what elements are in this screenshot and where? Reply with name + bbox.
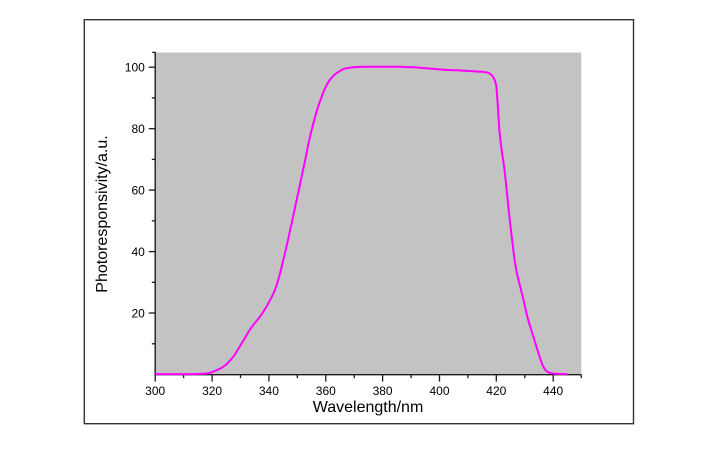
svg-text:100: 100 — [125, 61, 145, 75]
svg-text:80: 80 — [131, 122, 145, 136]
svg-text:320: 320 — [202, 384, 222, 398]
svg-text:40: 40 — [131, 245, 145, 259]
svg-text:20: 20 — [131, 306, 145, 320]
svg-text:380: 380 — [373, 384, 393, 398]
svg-text:300: 300 — [145, 384, 165, 398]
svg-text:Photoresponsivity/a.u.: Photoresponsivity/a.u. — [94, 135, 111, 292]
svg-text:440: 440 — [543, 384, 563, 398]
svg-text:420: 420 — [486, 384, 506, 398]
svg-text:Wavelength/nm: Wavelength/nm — [313, 399, 424, 416]
svg-text:60: 60 — [131, 183, 145, 197]
svg-text:400: 400 — [429, 384, 449, 398]
svg-text:360: 360 — [316, 384, 336, 398]
svg-text:340: 340 — [259, 384, 279, 398]
